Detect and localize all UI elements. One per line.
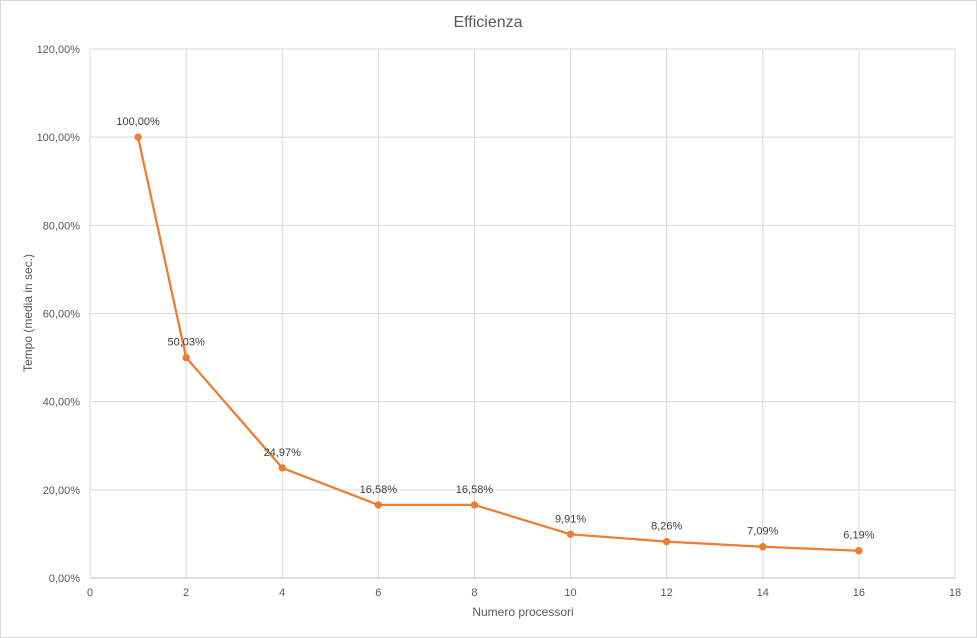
x-tick-label: 2 [183, 587, 189, 599]
data-label: 9,91% [555, 513, 586, 525]
data-point [134, 133, 142, 141]
data-label: 16,58% [360, 484, 398, 496]
data-label: 6,19% [843, 530, 874, 542]
data-point [662, 537, 671, 546]
y-tick-label: 80,00% [43, 220, 81, 232]
data-label: 50,03% [167, 336, 205, 348]
x-tick-label: 16 [853, 587, 865, 599]
x-tick-label: 12 [661, 587, 673, 599]
x-tick-label: 4 [279, 587, 285, 599]
data-point [470, 501, 479, 509]
data-label: 16,58% [456, 484, 494, 496]
data-point [278, 464, 286, 472]
data-point [182, 353, 190, 362]
x-tick-label: 8 [471, 587, 477, 599]
data-label: 100,00% [116, 116, 160, 128]
chart-title: Efficienza [453, 14, 522, 31]
y-tick-label: 0,00% [49, 573, 80, 585]
x-tick-label: 6 [375, 587, 381, 599]
tick-labels: 0 2 4 6 8 10 12 14 16 18 0,00% 20,00% 40,00% 60,00% 80… [37, 44, 962, 599]
data-point [566, 530, 575, 539]
y-tick-label: 100,00% [37, 132, 81, 144]
gridlines [89, 48, 956, 579]
series-efficienza: 100,00% 50,03% 24,97% 16,58% 16,58% 9,91% 8,26… [116, 116, 875, 555]
x-tick-label: 10 [564, 587, 576, 599]
data-point [759, 543, 767, 551]
data-label: 24,97% [264, 447, 302, 459]
y-tick-label: 40,00% [43, 397, 81, 409]
data-point [374, 501, 383, 509]
x-axis-label: Numero processori [472, 605, 573, 619]
series-line [136, 136, 859, 552]
data-label: 7,09% [747, 526, 778, 538]
y-tick-label: 120,00% [37, 44, 81, 56]
data-label: 8,26% [651, 521, 682, 533]
x-tick-label: 0 [87, 587, 93, 599]
x-tick-label: 18 [949, 587, 961, 599]
y-axis-label: Tempo (media in sec.) [21, 254, 35, 372]
y-tick-label: 60,00% [43, 309, 81, 321]
x-tick-label: 14 [757, 587, 769, 599]
data-point [855, 547, 863, 555]
y-tick-label: 20,00% [43, 485, 81, 497]
